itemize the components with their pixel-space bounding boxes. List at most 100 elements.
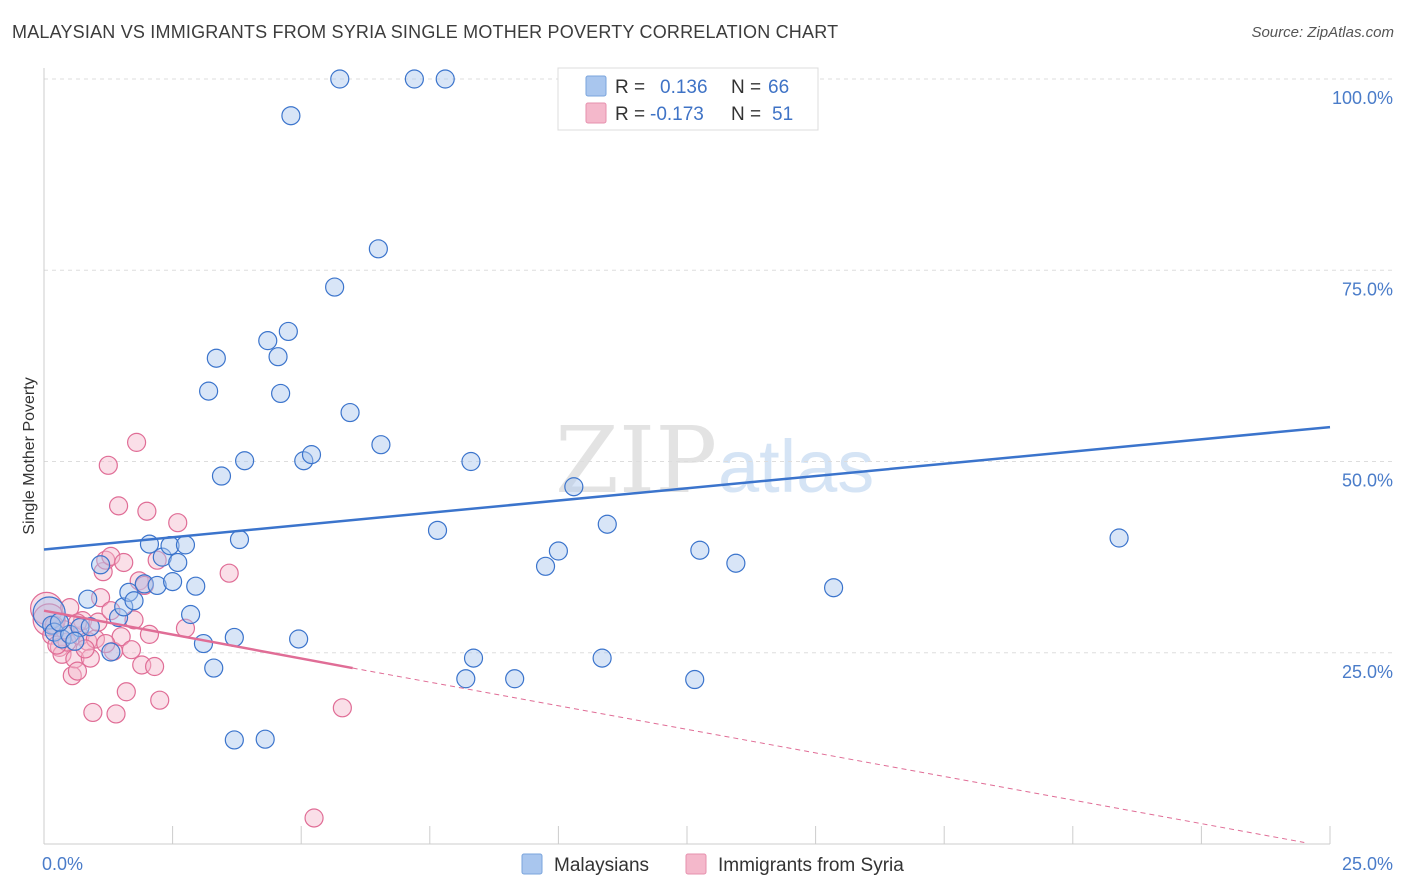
- point-syria: [144, 656, 165, 677]
- point-malaysians: [340, 402, 360, 423]
- point-syria: [114, 552, 134, 573]
- point-malaysians: [90, 555, 111, 575]
- point-malaysians: [211, 466, 232, 486]
- point-syria: [101, 601, 121, 621]
- point-malaysians: [32, 596, 66, 630]
- point-malaysians: [461, 451, 481, 472]
- point-malaysians: [199, 381, 219, 401]
- point-malaysians: [108, 607, 129, 628]
- point-syria: [80, 648, 100, 668]
- legend-r-value-2: -0.173: [650, 104, 704, 125]
- point-malaysians: [726, 553, 746, 573]
- legend: R = 0.136 N = 66 R = -0.173 N = 51: [557, 67, 819, 131]
- point-syria: [108, 496, 129, 516]
- legend-n-value-2: 51: [772, 104, 793, 125]
- legend-swatch-syria: [585, 102, 607, 124]
- y-axis-title: Single Mother Poverty: [21, 377, 38, 534]
- point-syria: [168, 513, 188, 533]
- point-malaysians: [168, 552, 188, 573]
- point-malaysians: [427, 520, 448, 540]
- point-malaysians: [206, 348, 226, 368]
- point-syria: [98, 455, 118, 475]
- point-malaysians: [235, 451, 255, 471]
- point-malaysians: [330, 69, 350, 89]
- point-malaysians: [281, 106, 301, 126]
- point-malaysians: [301, 445, 322, 465]
- point-malaysians: [505, 669, 525, 689]
- point-malaysians: [181, 604, 201, 625]
- point-malaysians: [685, 669, 705, 690]
- point-malaysians: [147, 575, 167, 596]
- point-malaysians: [564, 477, 584, 497]
- point-syria: [52, 644, 72, 664]
- point-syria: [121, 640, 142, 660]
- point-syria: [150, 690, 170, 710]
- x-tick-label-min: 0.0%: [42, 854, 83, 874]
- point-malaysians: [368, 239, 388, 259]
- point-malaysians: [535, 556, 556, 576]
- point-malaysians: [289, 629, 309, 649]
- point-malaysians: [65, 631, 85, 651]
- legend-r-label-2: R =: [615, 104, 645, 125]
- point-malaysians: [163, 572, 183, 592]
- point-malaysians: [101, 642, 121, 662]
- point-malaysians: [44, 622, 64, 642]
- point-syria: [137, 501, 157, 521]
- y-tick-label: 25.0%: [1342, 662, 1393, 682]
- point-syria: [67, 661, 88, 681]
- source-label: Source: ZipAtlas.com: [1251, 24, 1394, 41]
- point-malaysians: [268, 347, 288, 367]
- point-syria: [219, 563, 239, 583]
- legend-r-value-1: 0.136: [660, 77, 708, 98]
- point-malaysians: [690, 540, 710, 560]
- point-malaysians: [152, 547, 172, 567]
- point-malaysians: [278, 321, 298, 342]
- point-malaysians: [824, 578, 844, 598]
- y-tick-label: 75.0%: [1342, 279, 1393, 299]
- bottom-legend-label-syria: Immigrants from Syria: [718, 855, 904, 876]
- point-syria: [126, 432, 147, 452]
- point-malaysians: [1109, 528, 1129, 548]
- chart-title: MALAYSIAN VS IMMIGRANTS FROM SYRIA SINGL…: [12, 22, 839, 42]
- point-malaysians: [592, 648, 612, 668]
- watermark-atlas: atlas: [718, 425, 874, 508]
- point-malaysians: [204, 658, 224, 678]
- point-malaysians: [271, 383, 291, 404]
- legend-n-value-1: 66: [768, 77, 789, 98]
- point-syria: [106, 704, 126, 724]
- point-syria: [83, 702, 103, 723]
- point-malaysians: [80, 617, 100, 637]
- point-malaysians: [597, 514, 617, 534]
- point-malaysians: [78, 589, 98, 609]
- point-malaysians: [294, 451, 314, 471]
- point-malaysians: [186, 576, 206, 596]
- point-malaysians: [124, 591, 144, 611]
- point-malaysians: [463, 648, 484, 668]
- bottom-legend-label-malaysians: Malaysians: [554, 855, 649, 876]
- trend-line-syria: [43, 609, 353, 670]
- bottom-legend-swatch-malaysians: [521, 853, 543, 875]
- legend-swatch-malaysians: [585, 75, 607, 97]
- point-syria: [75, 639, 95, 659]
- x-tick-label-max: 25.0%: [1342, 854, 1393, 874]
- y-tick-label: 100.0%: [1332, 88, 1393, 108]
- legend-n-label-2: N =: [731, 104, 761, 125]
- trend-line-syria-extension: [352, 667, 1305, 843]
- legend-n-label-1: N =: [731, 77, 761, 98]
- point-malaysians: [255, 729, 275, 749]
- point-syria: [332, 698, 352, 718]
- legend-r-label-1: R =: [615, 77, 645, 98]
- point-syria: [85, 629, 106, 649]
- y-tick-label: 50.0%: [1342, 471, 1393, 491]
- point-syria: [147, 550, 167, 570]
- point-malaysians: [456, 669, 476, 689]
- point-syria: [124, 610, 144, 630]
- point-malaysians: [371, 435, 391, 455]
- axes: 25.0% 50.0% 75.0% 100.0% 0.0% 25.0%: [42, 68, 1393, 874]
- point-malaysians: [175, 535, 196, 555]
- point-malaysians: [404, 69, 424, 89]
- point-malaysians: [435, 69, 455, 89]
- bottom-legend-swatch-syria: [685, 853, 707, 875]
- point-malaysians: [224, 730, 244, 750]
